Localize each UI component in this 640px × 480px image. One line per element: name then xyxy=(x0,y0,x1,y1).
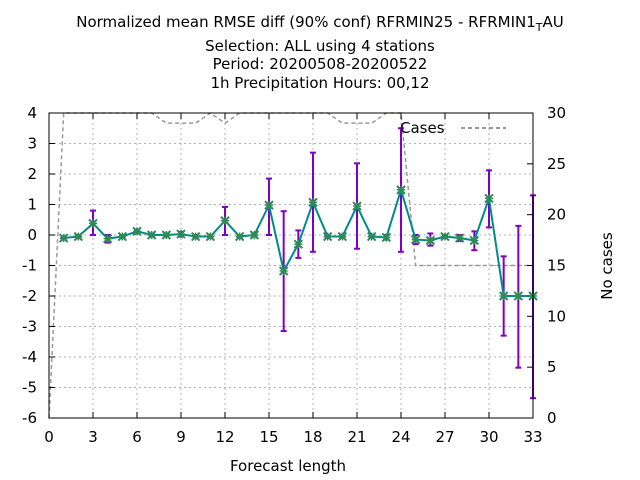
main-series xyxy=(58,185,538,301)
data-point xyxy=(205,231,216,242)
data-point xyxy=(396,185,406,195)
chart-title-subscript: T xyxy=(535,21,543,34)
x-tick-label: 30 xyxy=(479,428,498,446)
data-point xyxy=(410,234,421,245)
axis-ticks: 0 3 6 9 12 15 18 21 24 27 30 33-6-5-4-3-2-101234051… xyxy=(22,104,566,446)
x-tick-label: 15 xyxy=(259,428,278,446)
y-tick-label: -2 xyxy=(22,287,37,305)
y2-tick-label: 25 xyxy=(547,155,566,173)
x-tick-label: 33 xyxy=(523,428,542,446)
x-tick-label: 0 xyxy=(44,428,54,446)
y2-tick-label: 30 xyxy=(547,104,566,122)
data-point xyxy=(146,230,157,240)
data-point xyxy=(234,231,245,242)
y2-tick-label: 20 xyxy=(547,206,566,224)
data-point xyxy=(484,193,494,204)
data-point xyxy=(513,291,524,301)
y-tick-label: -1 xyxy=(22,257,37,275)
y-tick-label: 4 xyxy=(27,104,37,122)
data-point xyxy=(498,291,509,301)
chart-title-line-4: 1h Precipitation Hours: 00,12 xyxy=(210,74,430,92)
data-point xyxy=(249,230,260,240)
x-tick-label: 12 xyxy=(215,428,234,446)
data-point xyxy=(308,197,318,208)
x-tick-label: 24 xyxy=(391,428,410,446)
y-tick-label: -4 xyxy=(22,348,37,366)
chart-title-tail: AU xyxy=(542,13,564,31)
data-point xyxy=(337,231,348,242)
data-point xyxy=(440,231,450,242)
data-point xyxy=(58,233,69,243)
grid xyxy=(49,113,533,418)
x-tick-label: 18 xyxy=(303,428,322,446)
y-tick-label: -6 xyxy=(22,409,37,427)
data-point xyxy=(220,215,230,226)
plot-border xyxy=(48,112,534,419)
data-point xyxy=(352,201,362,211)
data-point xyxy=(454,233,465,243)
chart-title-line-3: Period: 20200508-20200522 xyxy=(212,55,428,73)
legend-cases-label: Cases xyxy=(400,119,445,137)
data-point xyxy=(366,231,377,242)
data-point xyxy=(425,235,436,246)
data-point xyxy=(161,230,172,240)
data-point xyxy=(102,233,113,244)
y-tick-label: 2 xyxy=(27,165,37,183)
y2-tick-label: 0 xyxy=(547,409,557,427)
x-tick-label: 27 xyxy=(435,428,454,446)
x-tick-label: 3 xyxy=(88,428,98,446)
data-point xyxy=(469,235,480,246)
data-point xyxy=(132,226,142,237)
chart-title-main: Normalized mean RMSE diff (90% conf) RFR… xyxy=(76,13,536,31)
y2-tick-label: 5 xyxy=(547,358,557,376)
x-tick-label: 6 xyxy=(132,428,142,446)
data-point xyxy=(176,229,186,239)
y-tick-label: 1 xyxy=(27,196,37,214)
legend: Cases xyxy=(400,119,506,137)
chart-title-line-2: Selection: ALL using 4 stations xyxy=(205,37,435,55)
y-tick-label: -3 xyxy=(22,318,37,336)
data-point xyxy=(293,239,304,249)
data-point xyxy=(88,218,98,229)
x-axis-label: Forecast length xyxy=(230,457,346,475)
error-bars xyxy=(60,127,536,400)
data-point xyxy=(117,231,128,242)
x-tick-label: 9 xyxy=(176,428,186,446)
y2-axis-label: No cases xyxy=(598,232,616,300)
y-tick-label: 3 xyxy=(27,135,37,153)
data-point xyxy=(278,266,289,276)
data-point xyxy=(73,231,84,242)
y2-tick-label: 15 xyxy=(547,257,566,275)
chart-title-line-1: Normalized mean RMSE diff (90% conf) RFR… xyxy=(0,13,640,37)
data-point xyxy=(322,231,333,242)
data-point xyxy=(381,232,392,243)
data-point xyxy=(190,231,201,242)
y-tick-label: -5 xyxy=(22,379,37,397)
y-tick-label: 0 xyxy=(27,226,37,244)
x-tick-label: 21 xyxy=(347,428,366,446)
y2-tick-label: 10 xyxy=(547,307,566,325)
data-point xyxy=(264,200,274,210)
